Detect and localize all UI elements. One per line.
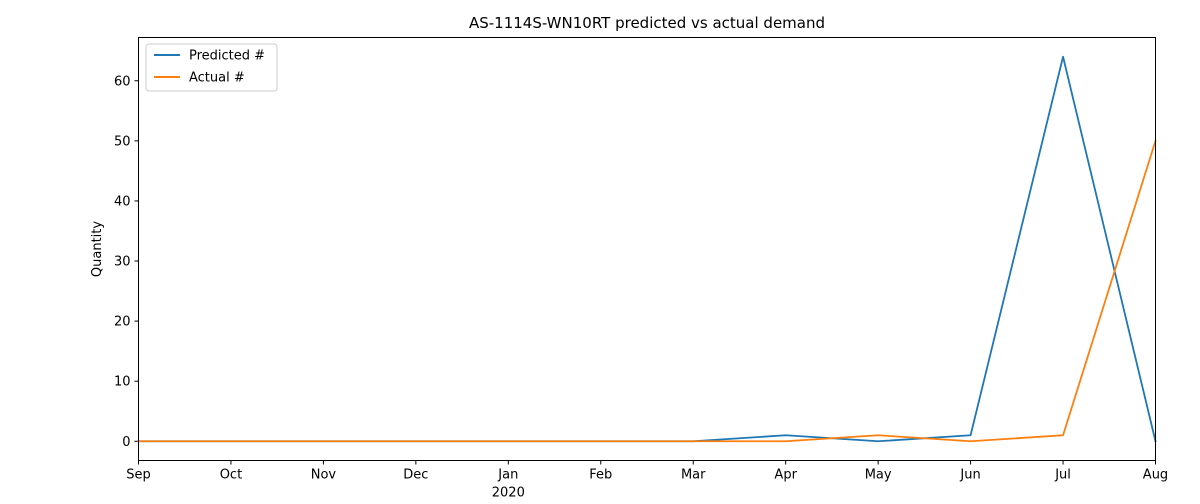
series-line-actual	[137, 139, 1157, 443]
x-tick-label: May	[865, 468, 892, 483]
x-tick-label: Jun	[959, 468, 980, 483]
y-tick-label: 30	[114, 255, 131, 270]
x-tick-label: Jan	[497, 468, 518, 483]
chart-title: AS-1114S-WN10RT predicted vs actual dema…	[469, 14, 825, 32]
x-tick-label: Jul	[1054, 468, 1071, 483]
x-tick-label: Feb	[589, 468, 612, 483]
x-tick-label: Oct	[220, 468, 242, 483]
y-axis-label: Quantity	[90, 221, 105, 277]
y-tick-label: 10	[114, 375, 131, 390]
x-tick-label: Sep	[126, 468, 151, 483]
x-tick-label: Nov	[311, 468, 337, 483]
plot-frame	[138, 37, 1156, 461]
y-tick-label: 40	[114, 194, 131, 209]
y-tick-label: 20	[114, 315, 131, 330]
x-tick-label: Aug	[1143, 468, 1168, 483]
x-tick-label: Mar	[681, 468, 706, 483]
x-tick-label: Apr	[774, 468, 797, 483]
y-tick-label: 60	[114, 74, 131, 89]
x-axis: Sep Oct Nov Dec Jan Feb Mar Apr May Jun Jul Aug 2020	[126, 460, 1168, 501]
legend-label-actual: Actual #	[189, 71, 245, 86]
y-tick-label: 50	[114, 134, 131, 149]
y-axis: 0 10 20 30 40 50 60	[114, 74, 139, 450]
legend-label-predicted: Predicted #	[189, 49, 265, 64]
legend: Predicted # Actual #	[145, 43, 278, 92]
x-tick-label: Dec	[403, 468, 428, 483]
x-year-label: 2020	[492, 486, 525, 501]
series-lines	[137, 55, 1157, 443]
y-tick-label: 0	[122, 435, 130, 450]
